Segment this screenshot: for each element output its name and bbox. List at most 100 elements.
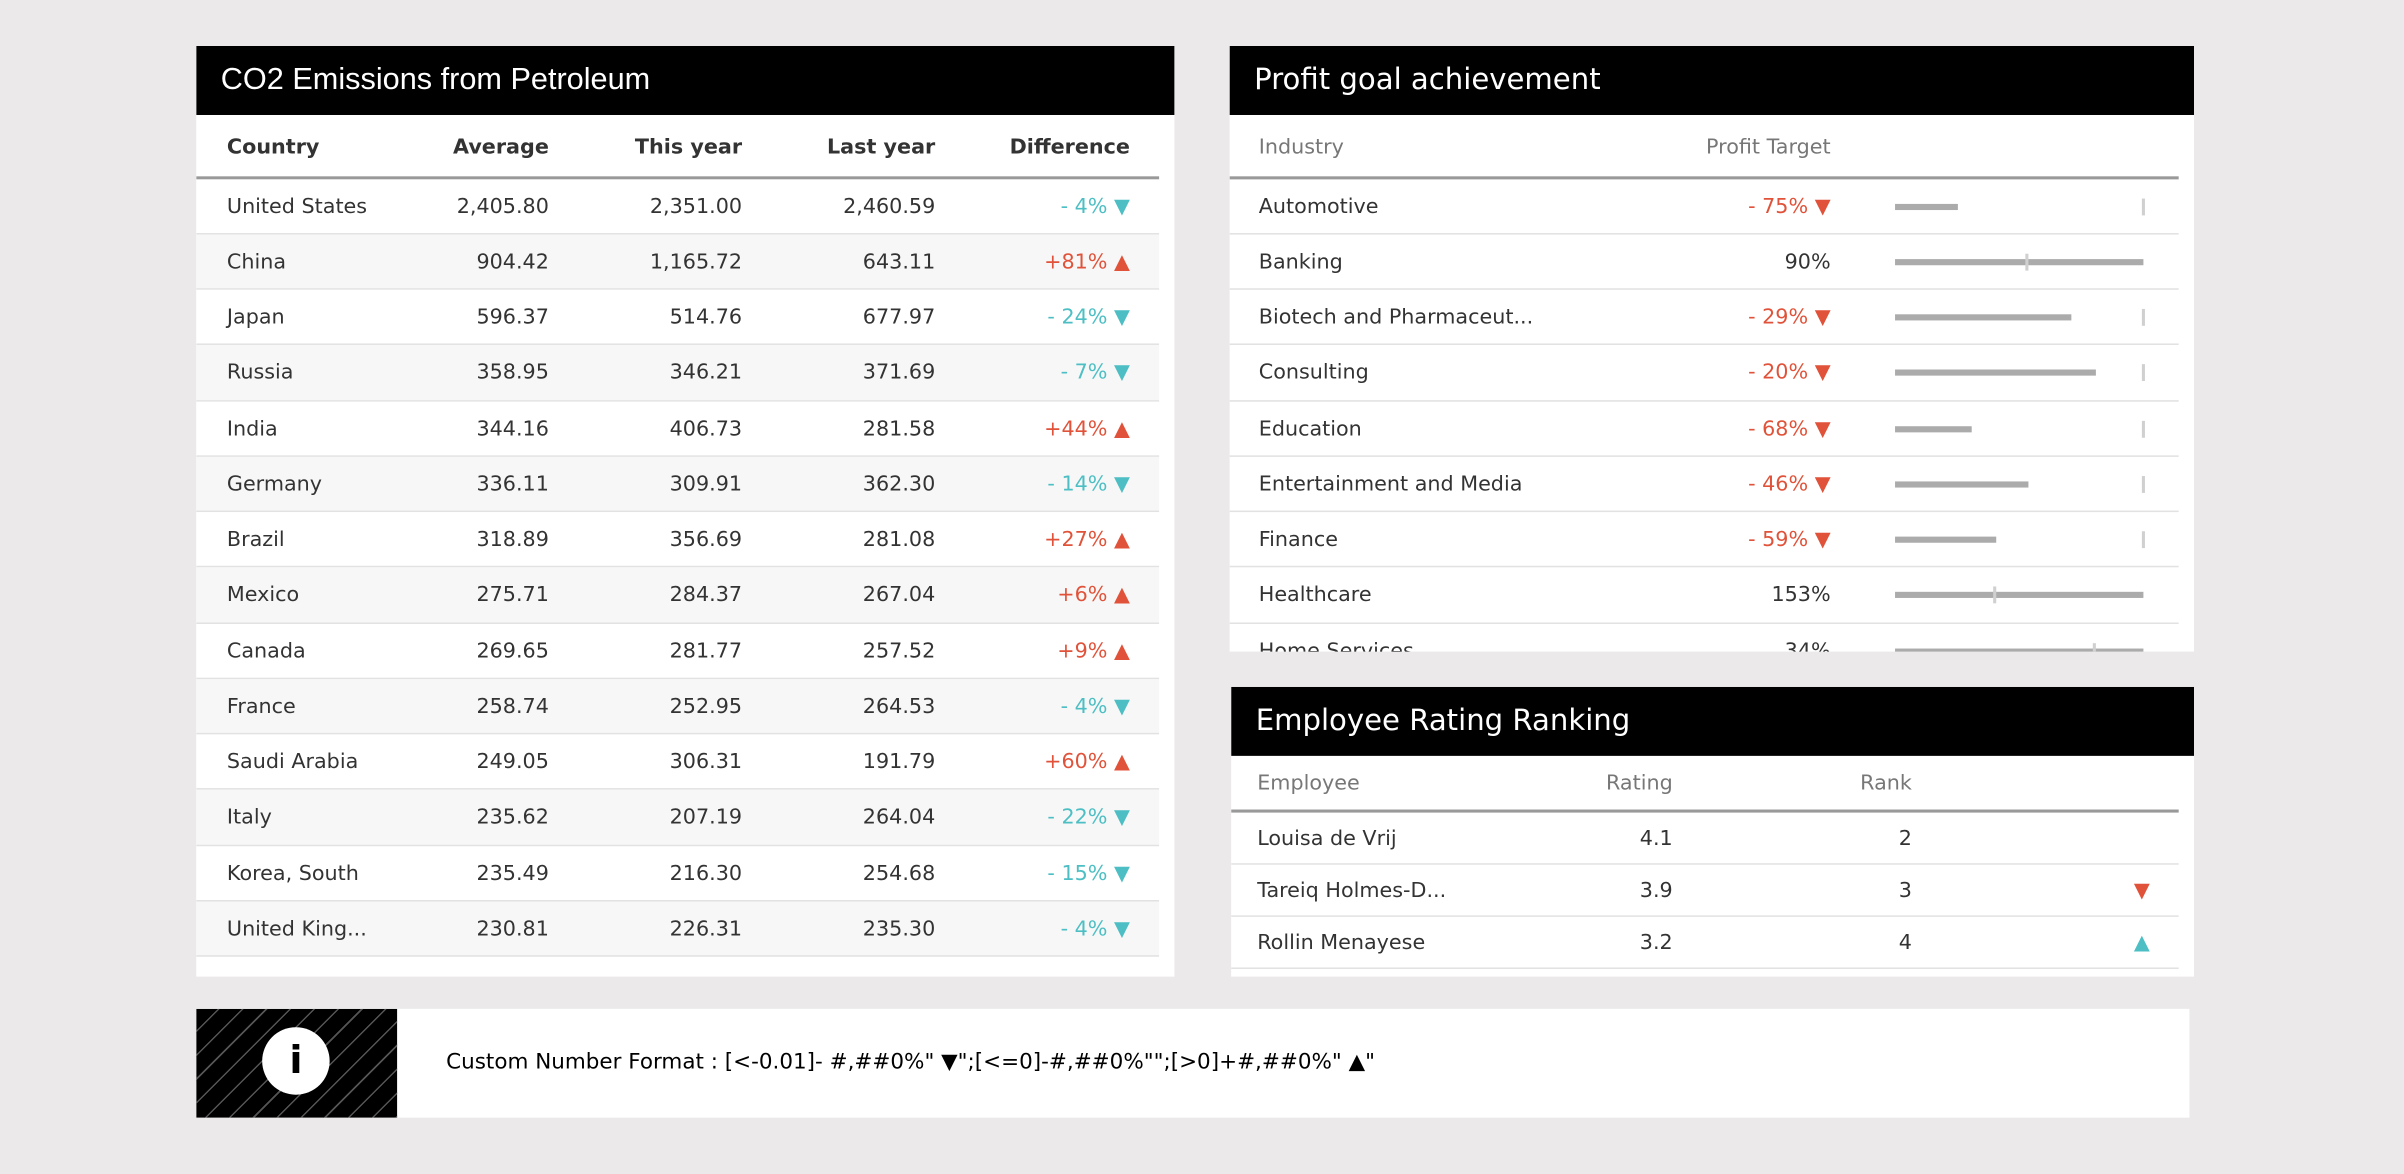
table-cell: 356.69	[669, 527, 743, 553]
table-row	[1229, 457, 2179, 513]
table-cell: +27% ▲	[1044, 527, 1130, 553]
table-cell: - 4% ▼	[1060, 916, 1130, 942]
industry: Education	[1258, 416, 1362, 441]
table-cell: 677.97	[862, 305, 936, 330]
column-header: Industry	[1258, 134, 1344, 160]
industry: Biotech and Pharmaceut...	[1258, 305, 1534, 330]
column-header: Profit Target	[1706, 134, 1831, 160]
table-cell: 371.69	[862, 360, 936, 386]
profit-target: - 59% ▼	[1748, 527, 1831, 553]
table-cell: - 15% ▼	[1047, 861, 1130, 886]
table-cell: 267.04	[862, 583, 936, 608]
bullet-bar	[1895, 258, 2144, 266]
table-cell: +60% ▲	[1044, 749, 1130, 775]
table-cell: 191.79	[862, 749, 936, 775]
table-cell: 249.05	[476, 749, 549, 775]
co2-panel: CO2 Emissions from Petroleum Country Aver…	[196, 45, 1175, 977]
table-cell: 284.37	[669, 583, 743, 608]
table-row	[196, 456, 1160, 513]
table-row	[196, 678, 1160, 735]
profit-panel: Profit goal achievement Industry Profit T…	[1229, 45, 2195, 652]
table-cell: 306.31	[669, 749, 743, 775]
table-row	[1229, 401, 2179, 457]
rating: 3.2	[1639, 930, 1673, 956]
industry: Automotive	[1258, 194, 1379, 219]
profit-target: - 29% ▼	[1748, 305, 1831, 330]
table-cell: 406.73	[669, 416, 743, 441]
table-row	[196, 734, 1160, 790]
table-row	[196, 901, 1160, 957]
bullet-bar	[1895, 592, 2144, 599]
country: United King...	[226, 916, 367, 942]
bullet-bar	[1895, 425, 1973, 432]
trend-arrow: ▼	[2133, 878, 2150, 904]
table-cell: 318.89	[476, 527, 549, 553]
info-icon-box: i	[196, 1008, 398, 1118]
table-row	[1231, 813, 2179, 865]
industry: Healthcare	[1258, 583, 1372, 608]
table-cell: +9% ▲	[1057, 638, 1130, 664]
profit-target: 34%	[1784, 638, 1831, 652]
country: Japan	[226, 305, 285, 330]
bullet-target	[2092, 642, 2096, 652]
table-cell: 235.49	[476, 861, 549, 886]
bullet-target	[2141, 364, 2145, 382]
country: Brazil	[226, 527, 285, 553]
table-row	[196, 178, 1160, 235]
table-cell: 281.58	[862, 416, 936, 441]
country: Saudi Arabia	[226, 749, 359, 775]
table-cell: +81% ▲	[1044, 249, 1130, 275]
rank: 2	[1898, 826, 1912, 851]
table-cell: - 4% ▼	[1060, 694, 1130, 719]
table-cell: 269.65	[476, 638, 549, 664]
table-cell: 235.62	[476, 805, 549, 831]
industry: Consulting	[1258, 360, 1369, 386]
table-row	[196, 289, 1160, 346]
country: Russia	[226, 360, 294, 386]
country: France	[226, 694, 296, 719]
table-row	[1229, 568, 2179, 624]
panel-title: Employee Rating Ranking	[1231, 686, 2195, 756]
table-cell: +6% ▲	[1057, 583, 1130, 608]
panel-title: CO2 Emissions from Petroleum	[196, 45, 1175, 115]
industry: Banking	[1258, 249, 1343, 275]
ratings-panel: Employee Rating Ranking Employee Rating Ra…	[1231, 686, 2195, 977]
country: China	[226, 249, 287, 275]
table-cell: 258.74	[476, 694, 549, 719]
trend-arrow: ▲	[2133, 930, 2150, 956]
table-cell: +44% ▲	[1044, 416, 1130, 441]
profit-target: 90%	[1784, 249, 1831, 275]
table-cell: 904.42	[476, 249, 549, 275]
country: India	[226, 416, 278, 441]
table-row	[196, 234, 1160, 290]
table-cell: 281.77	[669, 638, 743, 664]
bullet-target	[2025, 253, 2029, 271]
table-cell: 230.81	[476, 916, 549, 942]
bullet-target	[2141, 531, 2145, 549]
bullet-bar	[1895, 314, 2072, 321]
header-rule	[1229, 176, 2179, 179]
table-cell: - 4% ▼	[1060, 194, 1130, 219]
industry: Finance	[1258, 527, 1338, 553]
country: Germany	[226, 472, 323, 497]
employee: Louisa de Vrij	[1257, 826, 1397, 851]
table-cell: 344.16	[476, 416, 549, 441]
column-header: Employee	[1257, 771, 1360, 796]
table-row	[196, 345, 1160, 401]
industry: Home Services	[1258, 638, 1414, 652]
panel-title: Profit goal achievement	[1229, 45, 2195, 115]
table-cell: - 24% ▼	[1047, 305, 1130, 330]
bullet-target	[2141, 309, 2145, 326]
table-cell: 216.30	[669, 861, 743, 886]
column-header: Rating	[1605, 771, 1673, 796]
table-row	[196, 400, 1160, 457]
employee: Tareiq Holmes-D...	[1257, 878, 1447, 904]
industry: Entertainment and Media	[1258, 472, 1523, 497]
table-cell: - 7% ▼	[1060, 360, 1130, 386]
country: Mexico	[226, 583, 300, 608]
table-cell: - 22% ▼	[1047, 805, 1130, 831]
table-cell: 252.95	[669, 694, 743, 719]
rank: 3	[1898, 878, 1912, 904]
country: Italy	[226, 805, 272, 831]
